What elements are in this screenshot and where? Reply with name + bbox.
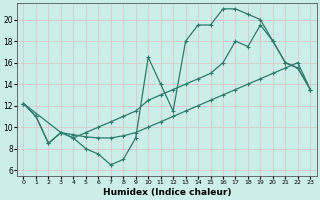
X-axis label: Humidex (Indice chaleur): Humidex (Indice chaleur) bbox=[103, 188, 231, 197]
